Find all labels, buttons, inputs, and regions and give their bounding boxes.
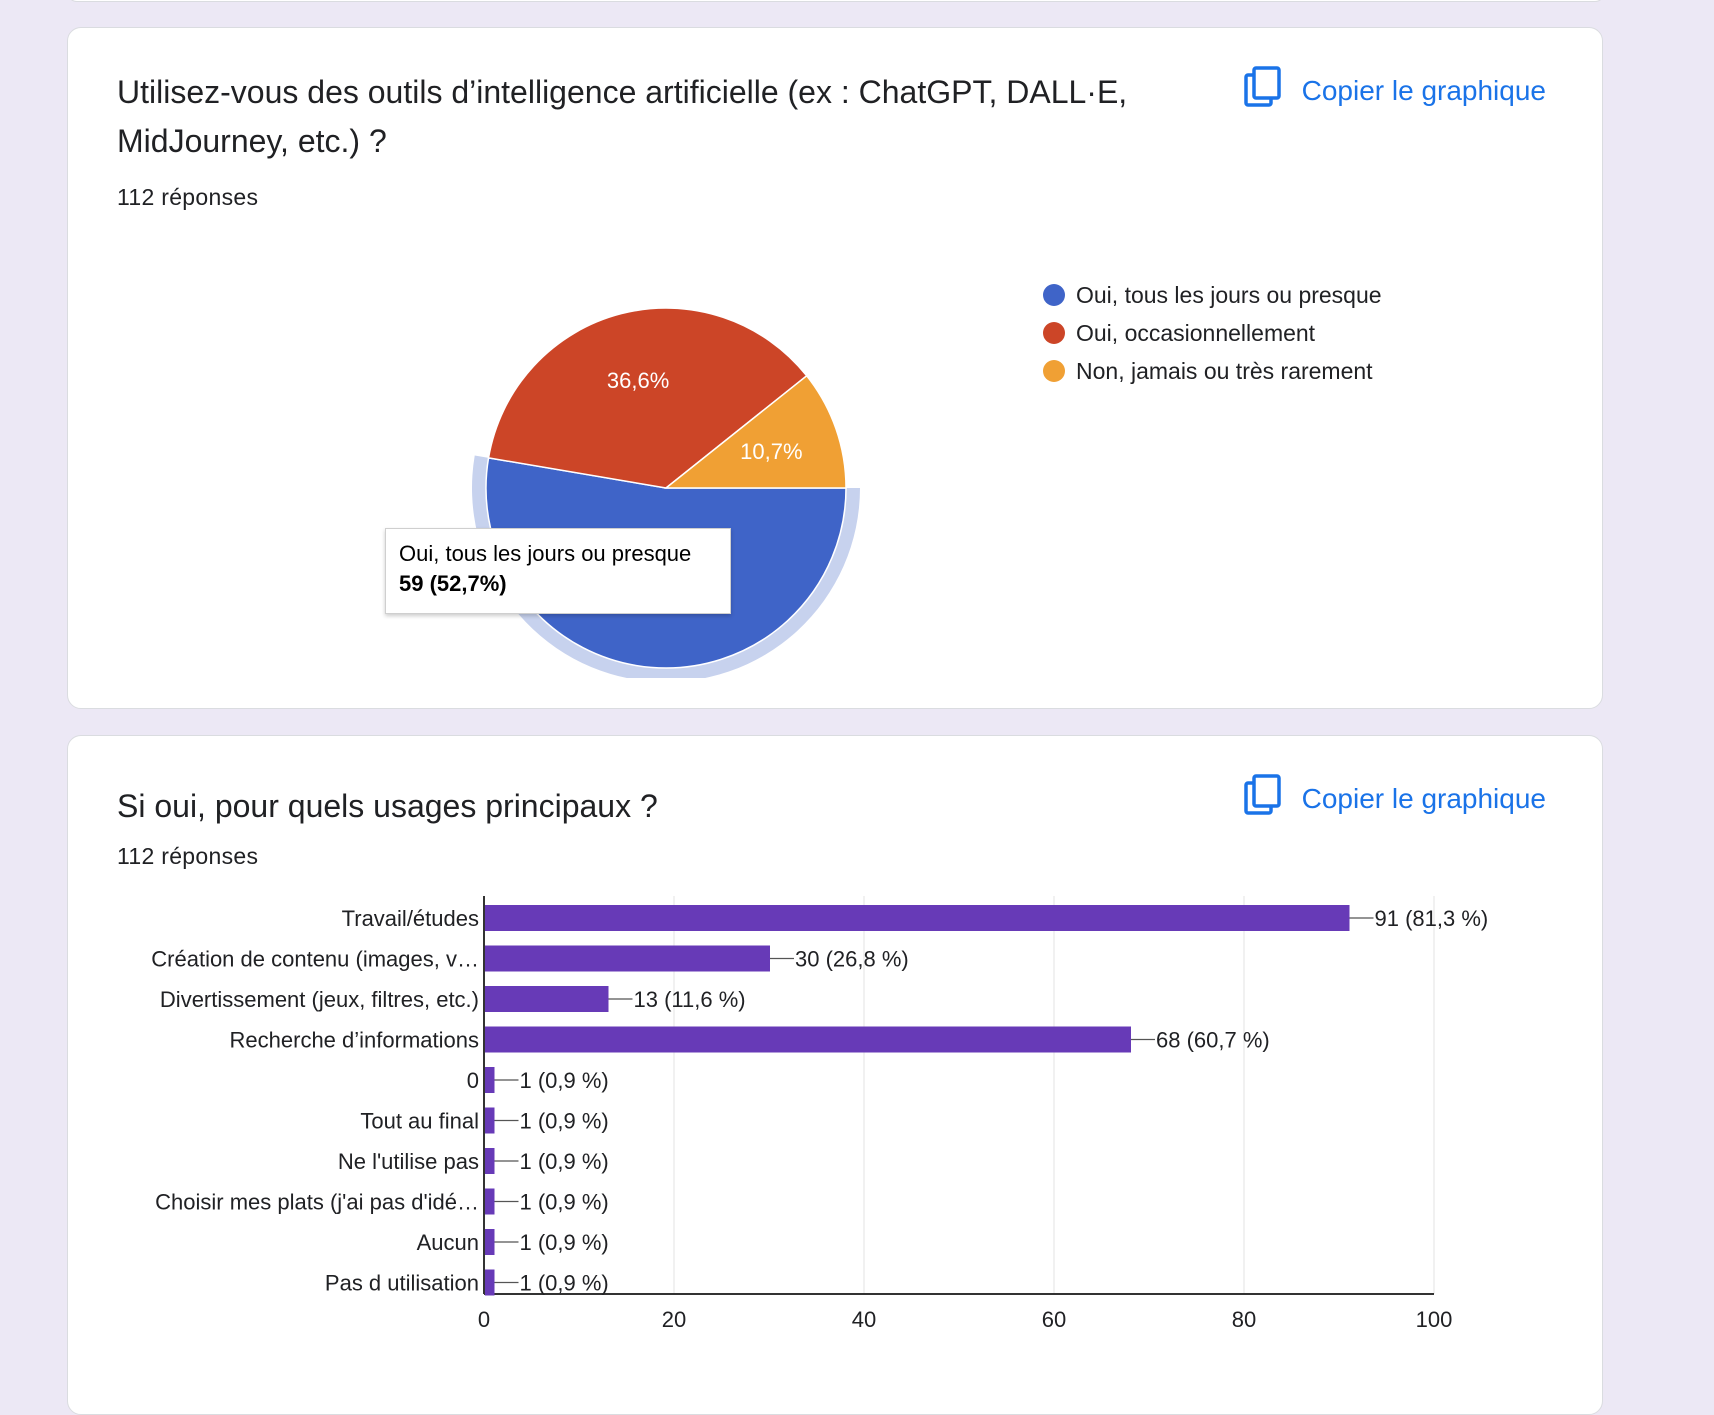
pie-tooltip: Oui, tous les jours ou presque 59 (52,7%… — [385, 528, 731, 614]
bar[interactable] — [485, 945, 770, 972]
pie-chart: 36,6% 10,7% — [472, 307, 860, 678]
copy-chart-button[interactable]: Copier le graphique — [1243, 66, 1546, 115]
legend-swatch — [1043, 284, 1065, 306]
y-category-label: Recherche d’informations — [230, 1028, 479, 1053]
bar-chart: 0 20 40 60 80 100 Travail/études 91 (81,3 %) Cré… — [151, 896, 1489, 1332]
x-tick-label: 100 — [1416, 1307, 1453, 1332]
bar-data-label: 68 (60,7 %) — [1156, 1028, 1270, 1053]
copy-chart-button[interactable]: Copier le graphique — [1243, 774, 1546, 823]
x-tick-label: 80 — [1232, 1307, 1256, 1332]
bar-data-label: 30 (26,8 %) — [795, 947, 909, 972]
x-tick-label: 60 — [1042, 1307, 1066, 1332]
legend-label: Oui, occasionnellement — [1076, 319, 1316, 346]
bar[interactable] — [485, 1107, 495, 1134]
y-category-label: Aucun — [417, 1230, 479, 1255]
legend-swatch — [1043, 360, 1065, 382]
pie-slice-label: 36,6% — [607, 368, 669, 393]
pie-slice[interactable] — [663, 374, 847, 489]
question-title: Utilisez-vous des outils d’intelligence … — [117, 74, 1128, 159]
legend-label: Non, jamais ou très rarement — [1076, 357, 1373, 384]
bar-data-label: 1 (0,9 %) — [520, 1230, 609, 1255]
pie-slice-label: 10,7% — [740, 439, 802, 464]
bar-data-label: 91 (81,3 %) — [1375, 906, 1489, 931]
bar-data-label: 1 (0,9 %) — [520, 1271, 609, 1296]
y-category-label: Choisir mes plats (j'ai pas d'idé… — [155, 1190, 479, 1215]
bar-data-label: 1 (0,9 %) — [520, 1149, 609, 1174]
pie-slice[interactable] — [487, 307, 808, 489]
bar[interactable] — [485, 1067, 495, 1093]
copy-icon — [1243, 66, 1282, 115]
bar[interactable] — [485, 1229, 495, 1255]
tooltip-label: Oui, tous les jours ou presque — [399, 541, 692, 566]
copy-chart-label: Copier le graphique — [1301, 74, 1546, 106]
question-card-ai-usage: Utilisez-vous des outils d’intelligence … — [67, 27, 1603, 709]
copy-chart-label: Copier le graphique — [1301, 782, 1546, 814]
y-category-label: Ne l'utilise pas — [338, 1149, 479, 1174]
question-card-ai-uses: Si oui, pour quels usages principaux ? 1… — [67, 735, 1603, 1415]
y-category-label: Création de contenu (images, v… — [151, 947, 479, 972]
bar[interactable] — [485, 1148, 495, 1174]
response-count: 112 réponses — [117, 843, 259, 869]
y-category-label: Divertissement (jeux, filtres, etc.) — [160, 987, 479, 1012]
legend-item[interactable]: Oui, tous les jours ou presque — [1043, 276, 1382, 314]
response-count: 112 réponses — [117, 184, 259, 210]
bar[interactable] — [485, 1188, 495, 1215]
legend-item[interactable]: Oui, occasionnellement — [1043, 314, 1382, 352]
question-title: Si oui, pour quels usages principaux ? — [117, 788, 658, 824]
x-tick-label: 0 — [478, 1307, 490, 1332]
bar[interactable] — [485, 986, 609, 1012]
pie-legend: Oui, tous les jours ou presque Oui, occa… — [1043, 276, 1382, 390]
bar-data-label: 1 (0,9 %) — [520, 1190, 609, 1215]
bar[interactable] — [485, 1026, 1131, 1053]
y-category-label: Travail/études — [342, 906, 479, 931]
x-tick-label: 20 — [662, 1307, 686, 1332]
copy-icon — [1243, 774, 1282, 823]
previous-card-edge — [67, 0, 1605, 2]
bar[interactable] — [485, 1269, 495, 1296]
bar-data-label: 1 (0,9 %) — [520, 1068, 609, 1093]
bar[interactable] — [485, 905, 1350, 931]
legend-item[interactable]: Non, jamais ou très rarement — [1043, 352, 1382, 390]
y-category-label: Pas d utilisation — [325, 1271, 479, 1296]
bar-data-label: 13 (11,6 %) — [634, 987, 746, 1012]
x-tick-label: 40 — [852, 1307, 876, 1332]
legend-label: Oui, tous les jours ou presque — [1076, 281, 1382, 308]
y-category-label: Tout au final — [360, 1109, 479, 1134]
tooltip-value: 59 (52,7%) — [399, 571, 507, 596]
bar-data-label: 1 (0,9 %) — [520, 1109, 609, 1134]
legend-swatch — [1043, 322, 1065, 344]
y-category-label: 0 — [467, 1068, 479, 1093]
